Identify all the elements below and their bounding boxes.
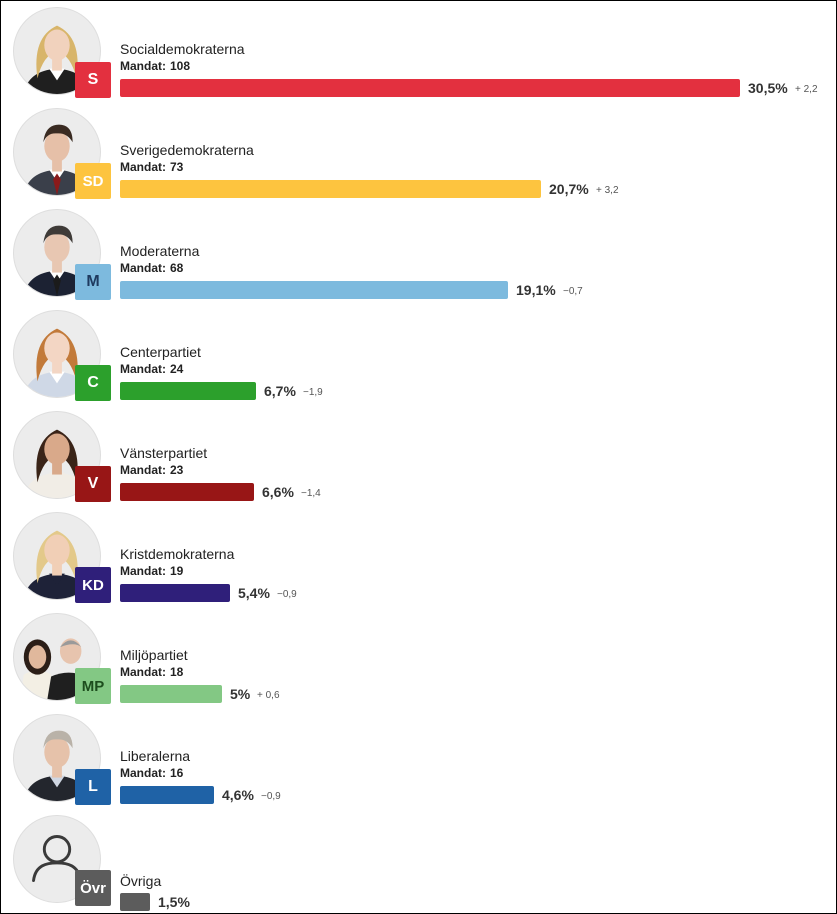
bar-sverigedemokraterna (120, 180, 541, 198)
seats-label: Mandat: 24 (120, 362, 183, 376)
party-badge-sverigedemokraterna: SD (75, 163, 111, 199)
avatar-miljopartiet (13, 613, 101, 701)
party-row-miljopartiet: MP Miljöpartiet Mandat: 18 5% + 0,6 (1, 607, 836, 708)
percent-label: 5,4% (238, 585, 270, 601)
seats-label: Mandat: 19 (120, 564, 183, 578)
bar-vansterpartiet (120, 483, 254, 501)
party-badge-socialdemokraterna: S (75, 62, 111, 98)
seats-label: Mandat: 73 (120, 160, 183, 174)
party-name-label: Centerpartiet (120, 344, 201, 360)
party-badge-kristdemokraterna: KD (75, 567, 111, 603)
change-label: −1,9 (303, 387, 323, 398)
party-row-moderaterna: M Moderaterna Mandat: 68 19,1% −0,7 (1, 203, 836, 304)
party-row-vansterpartiet: V Vänsterpartiet Mandat: 23 6,6% −1,4 (1, 405, 836, 506)
seats-label: Mandat: 108 (120, 59, 190, 73)
avatar-socialdemokraterna (13, 7, 101, 95)
percent-label: 4,6% (222, 787, 254, 803)
change-label: −1,4 (301, 488, 321, 499)
party-name-label: Övriga (120, 873, 162, 889)
party-row-socialdemokraterna: S Socialdemokraterna Mandat: 108 30,5% + 2,2 (1, 1, 836, 102)
party-badge-moderaterna: M (75, 264, 111, 300)
percent-label: 6,6% (262, 484, 294, 500)
seats-value: 16 (170, 766, 184, 780)
party-name-label: Miljöpartiet (120, 647, 188, 663)
bar-centerpartiet (120, 382, 256, 400)
bar-socialdemokraterna (120, 79, 740, 97)
seats-prefix: Mandat: (120, 564, 166, 578)
percent-label: 1,5% (158, 894, 190, 910)
party-badge-centerpartiet: C (75, 365, 111, 401)
avatar-vansterpartiet (13, 411, 101, 499)
seats-value: 73 (170, 160, 184, 174)
avatar-moderaterna (13, 209, 101, 297)
percent-label: 20,7% (549, 181, 589, 197)
change-label: + 2,2 (795, 84, 818, 95)
change-label: + 0,6 (257, 690, 280, 701)
party-name-label: Sverigedemokraterna (120, 142, 254, 158)
party-name-label: Kristdemokraterna (120, 546, 235, 562)
change-label: + 3,2 (596, 185, 619, 196)
party-name-label: Moderaterna (120, 243, 200, 259)
seats-label: Mandat: 18 (120, 665, 183, 679)
seats-prefix: Mandat: (120, 160, 166, 174)
seats-label: Mandat: 16 (120, 766, 183, 780)
seats-value: 23 (170, 463, 184, 477)
seats-prefix: Mandat: (120, 766, 166, 780)
bar-liberalerna (120, 786, 214, 804)
bar-miljopartiet (120, 685, 222, 703)
party-row-kristdemokraterna: KD Kristdemokraterna Mandat: 19 5,4% −0,9 (1, 506, 836, 607)
seats-prefix: Mandat: (120, 261, 166, 275)
percent-label: 19,1% (516, 282, 556, 298)
bar-kristdemokraterna (120, 584, 230, 602)
party-badge-liberalerna: L (75, 769, 111, 805)
seats-value: 68 (170, 261, 184, 275)
party-row-liberalerna: L Liberalerna Mandat: 16 4,6% −0,9 (1, 708, 836, 809)
change-label: −0,7 (563, 286, 583, 297)
seats-label: Mandat: 68 (120, 261, 183, 275)
change-label: −0,9 (261, 791, 281, 802)
seats-label: Mandat: 23 (120, 463, 183, 477)
bar-moderaterna (120, 281, 508, 299)
percent-label: 5% (230, 686, 251, 702)
party-name-label: Liberalerna (120, 748, 191, 764)
party-name-label: Socialdemokraterna (120, 41, 245, 57)
percent-label: 6,7% (264, 383, 296, 399)
party-badge-vansterpartiet: V (75, 466, 111, 502)
change-label: −0,9 (277, 589, 297, 600)
seats-prefix: Mandat: (120, 362, 166, 376)
bar-ovriga (120, 893, 150, 911)
party-badge-miljopartiet: MP (75, 668, 111, 704)
party-row-ovriga: Övr Övriga 1,5% (1, 809, 836, 911)
seats-value: 24 (170, 362, 184, 376)
seats-value: 19 (170, 564, 184, 578)
party-badge-ovriga: Övr (75, 870, 111, 906)
seats-prefix: Mandat: (120, 463, 166, 477)
seats-prefix: Mandat: (120, 665, 166, 679)
seats-prefix: Mandat: (120, 59, 166, 73)
seats-value: 18 (170, 665, 184, 679)
seats-value: 108 (170, 59, 191, 73)
party-row-sverigedemokraterna: SD Sverigedemokraterna Mandat: 73 20,7% + 3,2 (1, 102, 836, 203)
party-row-centerpartiet: C Centerpartiet Mandat: 24 6,7% −1,9 (1, 304, 836, 405)
percent-label: 30,5% (748, 80, 788, 96)
party-name-label: Vänsterpartiet (120, 445, 208, 461)
